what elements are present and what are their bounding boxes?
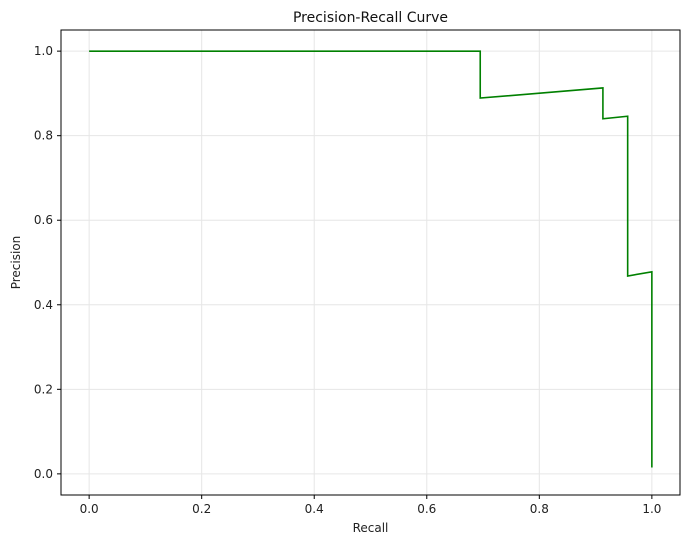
x-tick-label: 0.6 xyxy=(417,502,436,516)
y-tick-label: 0.8 xyxy=(34,129,53,143)
y-tick-label: 0.6 xyxy=(34,213,53,227)
chart-title: Precision-Recall Curve xyxy=(293,10,448,26)
x-tick-label: 1.0 xyxy=(642,502,661,516)
plot-frame xyxy=(60,29,681,496)
y-axis-ticks: 0.0 0.2 0.4 0.6 0.8 1.0 xyxy=(34,44,61,481)
y-tick-label: 1.0 xyxy=(34,44,53,58)
y-tick-label: 0.0 xyxy=(34,467,53,481)
x-axis-title: Recall xyxy=(353,521,389,535)
y-axis-title: Precision xyxy=(9,236,23,290)
x-tick-label: 0.4 xyxy=(305,502,324,516)
x-tick-label: 0.2 xyxy=(192,502,211,516)
x-tick-label: 0.0 xyxy=(80,502,99,516)
x-tick-label: 0.8 xyxy=(530,502,549,516)
grid-lines xyxy=(61,30,680,495)
y-tick-label: 0.4 xyxy=(34,298,53,312)
x-axis-ticks: 0.0 0.2 0.4 0.6 0.8 1.0 xyxy=(80,495,661,516)
y-tick-label: 0.2 xyxy=(34,382,53,396)
series-line-precision-recall xyxy=(89,50,653,468)
